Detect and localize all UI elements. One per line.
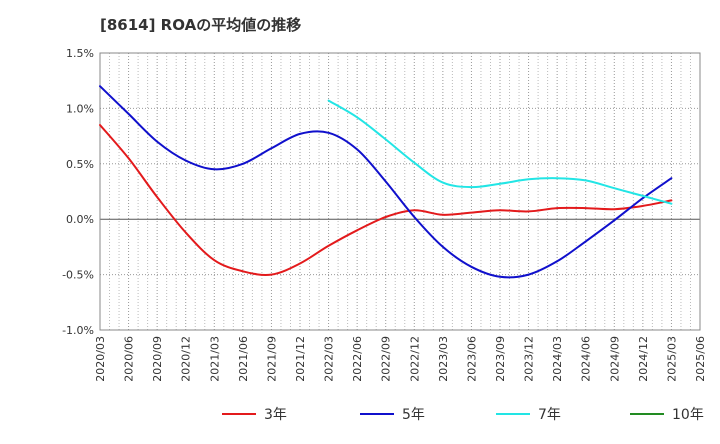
x-tick-label: 2021/06 [237,336,250,382]
series-line-3 [327,99,673,205]
x-tick-label: 2022/12 [408,336,421,382]
x-tick-label: 2024/09 [608,336,621,382]
y-tick-label: 1.5% [66,47,94,60]
x-tick-label: 2020/06 [123,336,136,382]
x-tick-label: 2020/03 [94,336,107,382]
x-tick-label: 2024/06 [580,336,593,382]
x-tick-label: 2024/12 [637,336,650,382]
x-tick-label: 2024/03 [551,336,564,382]
x-tick-label: 2022/03 [323,336,336,382]
x-tick-label: 2022/09 [380,336,393,382]
x-tick-label: 2023/12 [523,336,536,382]
y-tick-label: 1.0% [66,102,94,115]
x-tick-label: 2020/09 [151,336,164,382]
series-line-2 [99,85,673,279]
y-tick-label: 0.0% [66,213,94,226]
legend-label: 3年 [264,407,287,423]
legend-label: 7年 [538,407,561,423]
x-tick-label: 2021/03 [208,336,221,382]
x-tick-label: 2022/06 [351,336,364,382]
x-tick-label: 2020/12 [180,336,193,382]
series-line-1 [99,124,673,276]
x-tick-label: 2023/03 [437,336,450,382]
x-tick-label: 2025/06 [694,336,707,382]
plot-border [99,52,701,331]
y-tick-label: 0.5% [66,158,94,171]
x-tick-label: 2021/09 [265,336,278,382]
x-tick-label: 2023/06 [465,336,478,382]
legend-label: 5年 [402,407,425,423]
legend-label: 10年 [672,407,704,423]
x-tick-label: 2023/09 [494,336,507,382]
x-tick-label: 2021/12 [294,336,307,382]
x-tick-label: 2025/03 [665,336,678,382]
y-tick-label: -1.0% [62,324,94,337]
y-tick-label: -0.5% [62,269,94,282]
plot-background [100,53,700,330]
chart-title: [8614] ROAの平均値の推移 [100,16,302,34]
